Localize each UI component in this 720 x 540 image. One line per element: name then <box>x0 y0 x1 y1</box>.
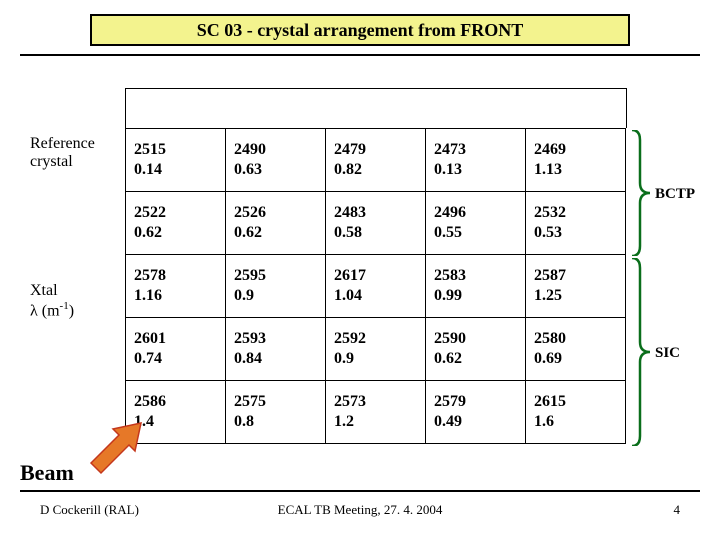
cell-id: 2575 <box>234 392 317 412</box>
bottom-divider <box>20 490 700 492</box>
cell-value: 1.6 <box>534 412 617 432</box>
cell-value: 0.69 <box>534 349 617 369</box>
table-cell: 25320.53 <box>526 192 626 255</box>
cell-id: 2580 <box>534 329 617 349</box>
table-cell: 25830.99 <box>426 255 526 318</box>
cell-id: 2592 <box>334 329 417 349</box>
cell-value: 0.9 <box>334 349 417 369</box>
table-cell: 25790.49 <box>426 381 526 444</box>
cell-id: 2526 <box>234 203 317 223</box>
slide-title-text: SC 03 - crystal arrangement from FRONT <box>197 20 524 41</box>
table-cell: 25800.69 <box>526 318 626 381</box>
footer: D Cockerill (RAL) ECAL TB Meeting, 27. 4… <box>0 502 720 518</box>
table-cell: 26151.6 <box>526 381 626 444</box>
table-cell: 26010.74 <box>126 318 226 381</box>
cell-id: 2590 <box>434 329 517 349</box>
table-row: 25861.425750.825731.225790.4926151.6 <box>126 381 626 444</box>
table-cell: 25750.8 <box>226 381 326 444</box>
xtal-line1: Xtal <box>30 282 74 300</box>
sic-label: SIC <box>655 345 680 362</box>
cell-id: 2469 <box>534 140 617 160</box>
table-row: 26010.7425930.8425920.925900.6225800.69 <box>126 318 626 381</box>
slide-title: SC 03 - crystal arrangement from FRONT <box>90 14 630 46</box>
cell-value: 0.9 <box>234 286 317 306</box>
xtal-label: Xtal λ (m-1) <box>30 282 74 321</box>
cell-value: 1.04 <box>334 286 417 306</box>
cell-id: 2532 <box>534 203 617 223</box>
cell-id: 2473 <box>434 140 517 160</box>
cell-value: 1.25 <box>534 286 617 306</box>
cell-id: 2601 <box>134 329 217 349</box>
table-cell: 24691.13 <box>526 129 626 192</box>
table-tab <box>125 88 627 128</box>
cell-id: 2579 <box>434 392 517 412</box>
cell-id: 2586 <box>134 392 217 412</box>
cell-value: 0.82 <box>334 160 417 180</box>
cell-id: 2515 <box>134 140 217 160</box>
brace-sic <box>630 258 652 446</box>
cell-value: 0.58 <box>334 223 417 243</box>
brace-bctp <box>630 130 652 256</box>
cell-id: 2496 <box>434 203 517 223</box>
xtal-line2: λ (m-1) <box>30 300 74 321</box>
table-cell: 25220.62 <box>126 192 226 255</box>
cell-id: 2573 <box>334 392 417 412</box>
cell-value: 0.99 <box>434 286 517 306</box>
cell-value: 0.63 <box>234 160 317 180</box>
cell-id: 2595 <box>234 266 317 286</box>
table-row: 25150.1424900.6324790.8224730.1324691.13 <box>126 129 626 192</box>
footer-center: ECAL TB Meeting, 27. 4. 2004 <box>0 502 720 518</box>
cell-value: 0.53 <box>534 223 617 243</box>
table-cell: 24790.82 <box>326 129 426 192</box>
beam-label: Beam <box>20 460 74 486</box>
cell-id: 2522 <box>134 203 217 223</box>
cell-value: 0.8 <box>234 412 317 432</box>
cell-value: 1.16 <box>134 286 217 306</box>
cell-id: 2483 <box>334 203 417 223</box>
cell-value: 0.62 <box>134 223 217 243</box>
table-cell: 25781.16 <box>126 255 226 318</box>
table-cell: 25930.84 <box>226 318 326 381</box>
cell-id: 2479 <box>334 140 417 160</box>
cell-value: 0.62 <box>434 349 517 369</box>
table-cell: 24730.13 <box>426 129 526 192</box>
cell-value: 0.62 <box>234 223 317 243</box>
reference-crystal-label: Referencecrystal <box>30 135 95 172</box>
cell-id: 2490 <box>234 140 317 160</box>
reference-crystal-text: Referencecrystal <box>30 135 95 170</box>
cell-id: 2587 <box>534 266 617 286</box>
cell-value: 1.4 <box>134 412 217 432</box>
cell-value: 1.2 <box>334 412 417 432</box>
table-row: 25781.1625950.926171.0425830.9925871.25 <box>126 255 626 318</box>
table-cell: 25731.2 <box>326 381 426 444</box>
table-cell: 25900.62 <box>426 318 526 381</box>
table-cell: 24900.63 <box>226 129 326 192</box>
top-divider <box>20 54 700 56</box>
cell-id: 2615 <box>534 392 617 412</box>
table-cell: 25150.14 <box>126 129 226 192</box>
cell-value: 0.14 <box>134 160 217 180</box>
crystal-table: 25150.1424900.6324790.8224730.1324691.13… <box>125 128 626 444</box>
cell-value: 0.13 <box>434 160 517 180</box>
cell-value: 0.49 <box>434 412 517 432</box>
cell-id: 2583 <box>434 266 517 286</box>
beam-arrow-icon <box>85 415 145 475</box>
cell-value: 1.13 <box>534 160 617 180</box>
cell-value: 0.74 <box>134 349 217 369</box>
table-cell: 25260.62 <box>226 192 326 255</box>
cell-value: 0.84 <box>234 349 317 369</box>
cell-id: 2578 <box>134 266 217 286</box>
table-cell: 24960.55 <box>426 192 526 255</box>
table-cell: 24830.58 <box>326 192 426 255</box>
bctp-label: BCTP <box>655 186 695 203</box>
cell-id: 2593 <box>234 329 317 349</box>
table-cell: 25871.25 <box>526 255 626 318</box>
cell-value: 0.55 <box>434 223 517 243</box>
table-cell: 25950.9 <box>226 255 326 318</box>
table-cell: 26171.04 <box>326 255 426 318</box>
cell-id: 2617 <box>334 266 417 286</box>
table-cell: 25920.9 <box>326 318 426 381</box>
table-row: 25220.6225260.6224830.5824960.5525320.53 <box>126 192 626 255</box>
